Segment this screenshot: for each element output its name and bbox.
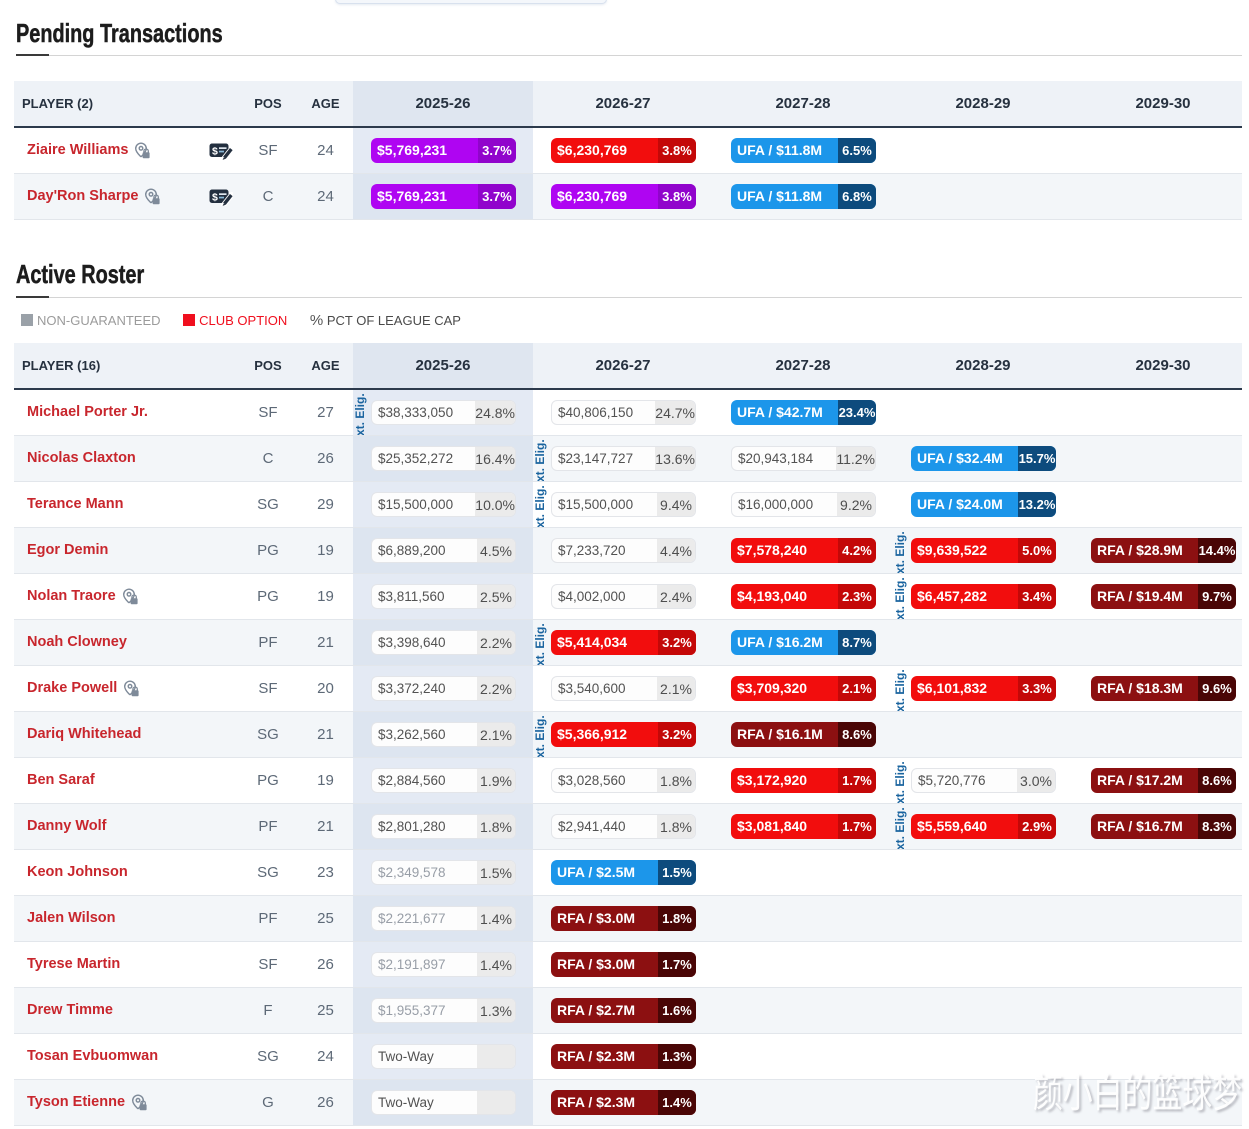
svg-text:$: $ xyxy=(212,191,218,203)
svg-text:$: $ xyxy=(212,146,218,158)
